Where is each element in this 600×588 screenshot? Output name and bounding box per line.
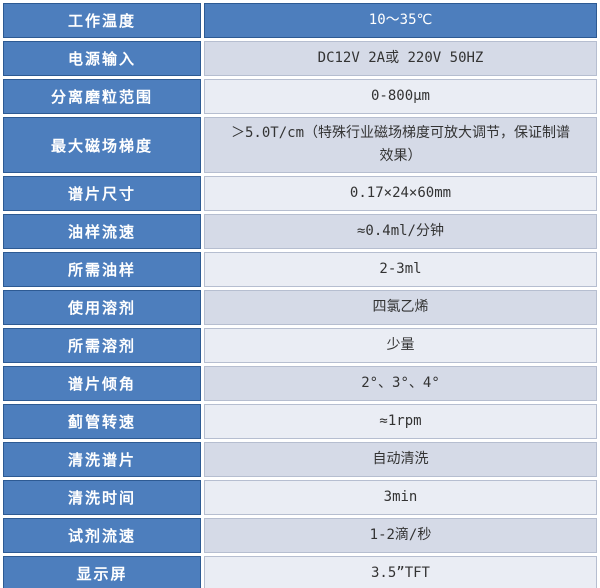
spec-row-oil-flow: 油样流速 ≈0.4ml/分钟 [3, 214, 597, 249]
spec-value: DC12V 2A或 220V 50HZ [204, 41, 597, 76]
spec-value: ≈0.4ml/分钟 [204, 214, 597, 249]
spec-value: 自动清洗 [204, 442, 597, 477]
spec-row-cleaning-time: 清洗时间 3min [3, 480, 597, 515]
spec-label: 试剂流速 [3, 518, 201, 553]
spec-label: 使用溶剂 [3, 290, 201, 325]
spec-value: 四氯乙烯 [204, 290, 597, 325]
spec-row-solvent-used: 使用溶剂 四氯乙烯 [3, 290, 597, 325]
spec-value: 0.17×24×60mm [204, 176, 597, 211]
spec-label: 最大磁场梯度 [3, 117, 201, 173]
spec-value: 少量 [204, 328, 597, 363]
spec-row-slide-angle: 谱片倾角 2°、3°、4° [3, 366, 597, 401]
spec-value: 2-3ml [204, 252, 597, 287]
spec-row-slide-size: 谱片尺寸 0.17×24×60mm [3, 176, 597, 211]
spec-value: 3.5”TFT [204, 556, 597, 588]
spec-value: 3min [204, 480, 597, 515]
spec-row-max-gradient: 最大磁场梯度 ＞5.0T/cm（特殊行业磁场梯度可放大调节，保证制谱效果） [3, 117, 597, 173]
spec-row-slide-cleaning: 清洗谱片 自动清洗 [3, 442, 597, 477]
spec-label: 清洗谱片 [3, 442, 201, 477]
spec-label: 清洗时间 [3, 480, 201, 515]
spec-value: ＞5.0T/cm（特殊行业磁场梯度可放大调节，保证制谱效果） [204, 117, 597, 173]
spec-row-reagent-flow: 试剂流速 1-2滴/秒 [3, 518, 597, 553]
spec-label: 电源输入 [3, 41, 201, 76]
spec-label: 油样流速 [3, 214, 201, 249]
spec-row-display: 显示屏 3.5”TFT [3, 556, 597, 588]
spec-row-particle-range: 分离磨粒范围 0-800μm [3, 79, 597, 114]
spec-row-solvent-required: 所需溶剂 少量 [3, 328, 597, 363]
spec-label: 蓟管转速 [3, 404, 201, 439]
spec-value: 0-800μm [204, 79, 597, 114]
spec-value: 1-2滴/秒 [204, 518, 597, 553]
spec-label: 所需溶剂 [3, 328, 201, 363]
spec-label: 谱片倾角 [3, 366, 201, 401]
spec-label: 工作温度 [3, 3, 201, 38]
spec-value: 10～35℃ [204, 3, 597, 38]
spec-row-tube-speed: 蓟管转速 ≈1rpm [3, 404, 597, 439]
spec-value: 2°、3°、4° [204, 366, 597, 401]
spec-label: 分离磨粒范围 [3, 79, 201, 114]
spec-label: 显示屏 [3, 556, 201, 588]
spec-value: ≈1rpm [204, 404, 597, 439]
spec-label: 所需油样 [3, 252, 201, 287]
spec-row-working-temperature: 工作温度 10～35℃ [3, 3, 597, 38]
spec-row-oil-required: 所需油样 2-3ml [3, 252, 597, 287]
spec-label: 谱片尺寸 [3, 176, 201, 211]
spec-row-power-input: 电源输入 DC12V 2A或 220V 50HZ [3, 41, 597, 76]
